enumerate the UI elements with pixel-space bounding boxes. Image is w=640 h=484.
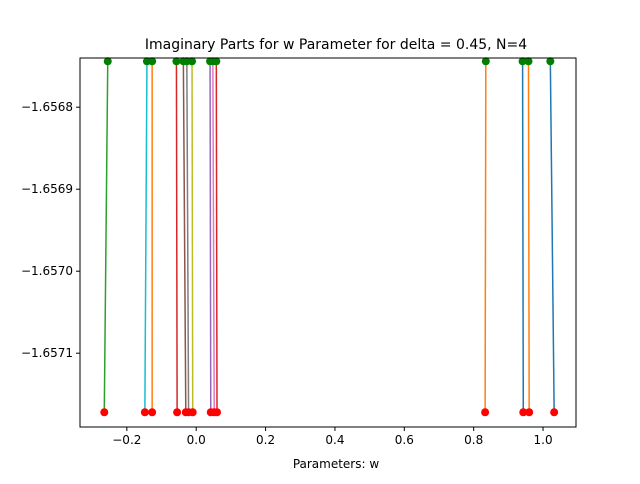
x-tick-label: 0.0 bbox=[187, 433, 206, 447]
top-point-marker bbox=[148, 57, 157, 66]
bottom-point-marker bbox=[481, 408, 490, 417]
y-tick-label: −1.6568 bbox=[21, 100, 73, 114]
x-tick-label: 1.0 bbox=[534, 433, 553, 447]
y-tick-label: −1.6570 bbox=[21, 264, 73, 278]
top-point-marker bbox=[481, 57, 490, 66]
x-tick-label: 0.2 bbox=[256, 433, 275, 447]
series-line bbox=[182, 61, 187, 413]
bottom-point-marker bbox=[148, 408, 157, 417]
bottom-point-marker bbox=[188, 408, 197, 417]
series-line bbox=[549, 61, 555, 413]
x-tick-label: 0.6 bbox=[395, 433, 414, 447]
y-tick-label: −1.6569 bbox=[21, 182, 73, 196]
top-point-marker bbox=[518, 57, 527, 66]
series-line bbox=[212, 61, 215, 413]
chart-title: Imaginary Parts for w Parameter for delt… bbox=[145, 37, 527, 53]
top-point-marker bbox=[546, 57, 555, 66]
series-line bbox=[103, 61, 109, 413]
bottom-point-marker bbox=[550, 408, 559, 417]
bottom-point-marker bbox=[519, 408, 528, 417]
series-line bbox=[215, 61, 218, 413]
bottom-point-marker bbox=[213, 408, 222, 417]
series-line bbox=[527, 61, 530, 413]
x-tick-label: 0.4 bbox=[325, 433, 344, 447]
bottom-point-marker bbox=[140, 408, 149, 417]
x-axis-label: Parameters: w bbox=[293, 457, 380, 471]
top-point-marker bbox=[103, 57, 112, 66]
plot-frame bbox=[79, 57, 577, 428]
x-tick-label: −0.2 bbox=[112, 433, 141, 447]
series-line bbox=[191, 61, 194, 413]
x-tick-label: 0.8 bbox=[464, 433, 483, 447]
top-point-marker bbox=[524, 57, 533, 66]
series-line bbox=[521, 61, 525, 413]
series-line bbox=[144, 61, 148, 413]
tick-layer: −0.2 0.0 0.2 0.4 0.6 0.8 1.0 −1.6568 −1.6569 −1.6… bbox=[21, 100, 553, 447]
top-point-marker bbox=[212, 57, 221, 66]
series-line bbox=[175, 61, 178, 413]
series-line bbox=[209, 61, 212, 413]
top-point-marker bbox=[188, 57, 197, 66]
bottom-point-marker bbox=[173, 408, 182, 417]
series-layer bbox=[100, 57, 559, 417]
bottom-point-marker bbox=[100, 408, 109, 417]
top-point-marker bbox=[172, 57, 181, 66]
y-tick-label: −1.6571 bbox=[21, 346, 73, 360]
series-line bbox=[186, 61, 190, 413]
bottom-point-marker bbox=[525, 408, 534, 417]
series-line bbox=[484, 61, 487, 413]
